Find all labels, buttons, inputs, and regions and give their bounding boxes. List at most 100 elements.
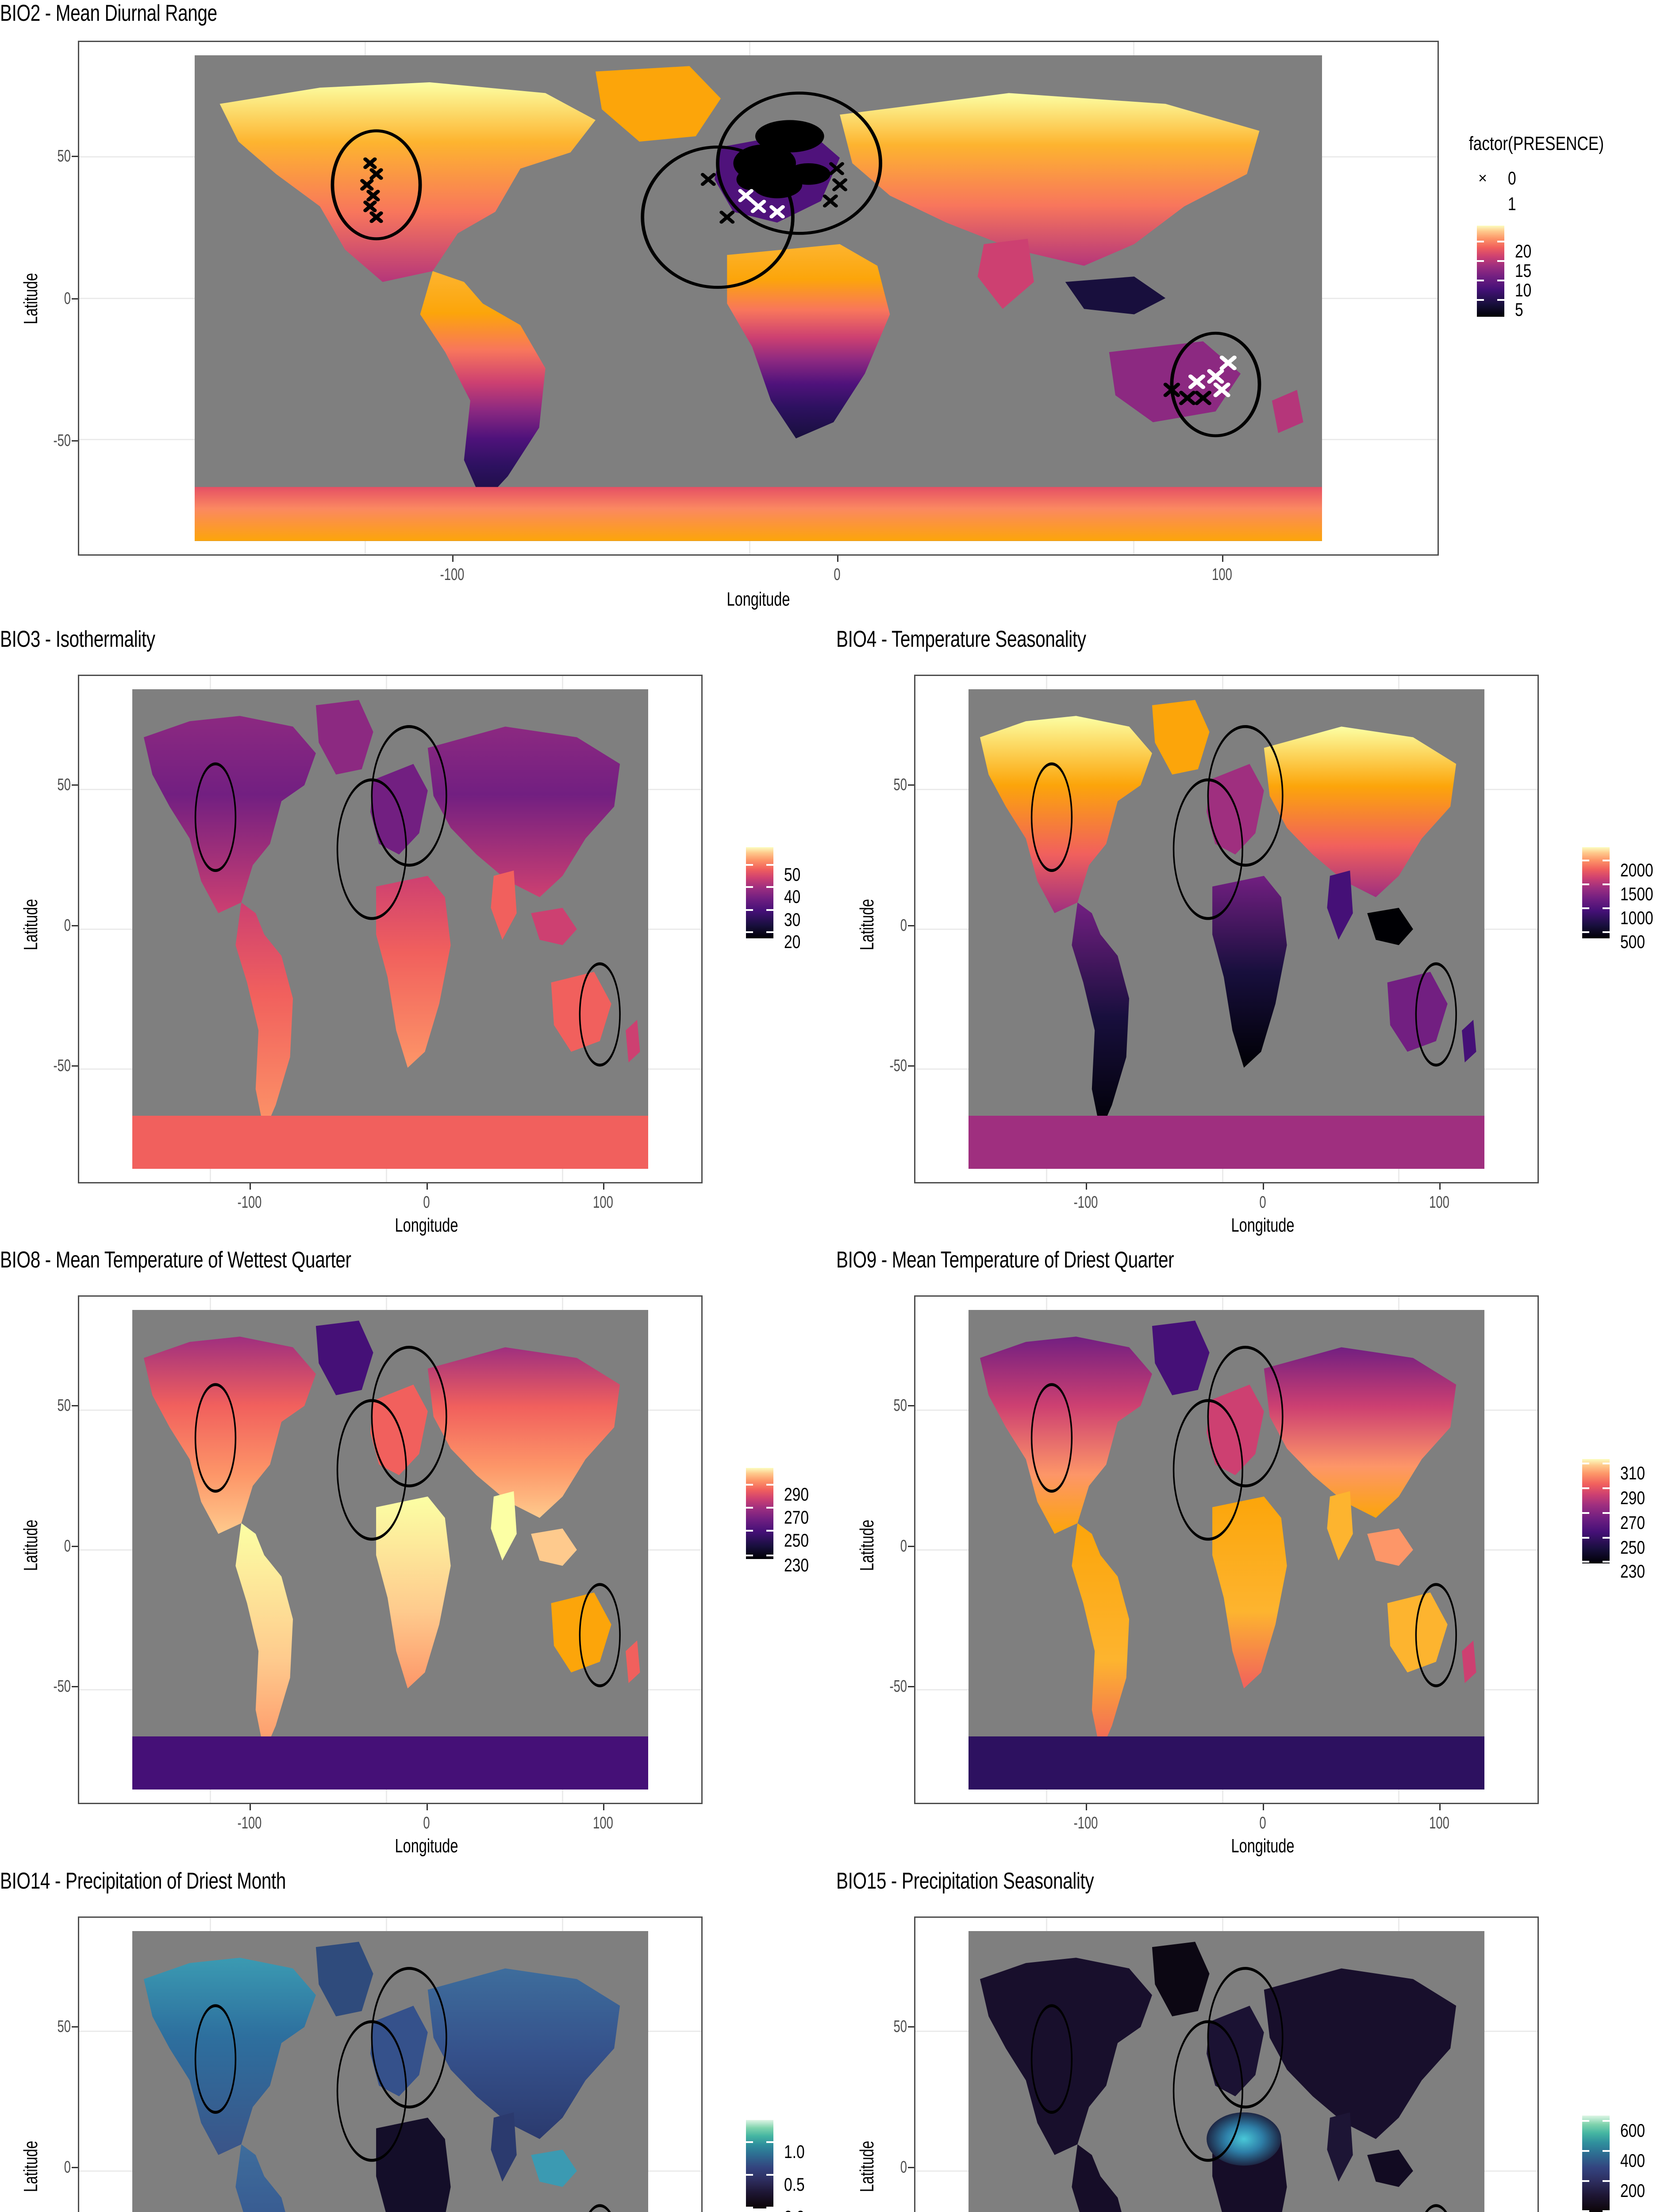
raster-map-bio3 — [132, 689, 649, 1169]
colorbar-tick — [766, 909, 773, 911]
xtick-label: 0 — [423, 1193, 430, 1212]
colorbar-gradient-bio4 — [1582, 847, 1610, 938]
ellipse-western-north-america — [331, 129, 422, 241]
colorbar-tick — [746, 1530, 753, 1532]
colorbar-gradient-bio3 — [746, 847, 773, 938]
colorbar-tick — [1603, 931, 1610, 933]
colorbar-tick — [766, 1530, 773, 1532]
ytick — [908, 1546, 914, 1547]
xtick — [1439, 1183, 1441, 1190]
colorbar-tick — [766, 1484, 773, 1486]
ellipse-southeast-australia — [1415, 962, 1457, 1067]
presence-x-icon: × — [1478, 170, 1487, 187]
colorbar-tick — [746, 886, 753, 888]
colorbar-tick — [1603, 2150, 1610, 2152]
colorbar-tick — [766, 2174, 773, 2176]
colorbar-tick — [1582, 2150, 1589, 2152]
ellipse-southeast-australia — [579, 1582, 621, 1687]
panel-bio9: BIO9 - Mean Temperature of Driest Quarte… — [836, 1247, 1672, 1866]
ellipse-southeast-australia — [1170, 331, 1261, 438]
legend-colorbar-bio4: 2000 1500 1000 500 — [1582, 847, 1671, 952]
colorbar-tick — [1603, 907, 1610, 909]
ytick-label: 50 — [57, 1396, 71, 1415]
colorbar-tick — [746, 1507, 753, 1509]
ytick-label: 50 — [57, 147, 71, 165]
y-axis-title: Latitude — [856, 2141, 878, 2192]
xtick — [250, 1804, 251, 1810]
ellipse-west-africa — [1172, 778, 1243, 920]
panel-title-bio9: BIO9 - Mean Temperature of Driest Quarte… — [836, 1247, 1174, 1273]
plot-area-bio4 — [914, 675, 1539, 1183]
ytick-label: 0 — [64, 2158, 71, 2177]
panel-bio14: BIO14 - Precipitation of Driest Month — [0, 1868, 836, 2212]
xtick-label: 100 — [593, 1193, 613, 1212]
ytick — [72, 784, 78, 786]
colorbar-label: 2000 — [1620, 860, 1653, 880]
colorbar-tick — [1582, 907, 1589, 909]
xtick — [250, 1183, 251, 1190]
colorbar-tick — [746, 2207, 753, 2208]
colorbar-tick — [746, 1555, 753, 1556]
y-axis-title: Latitude — [856, 899, 878, 950]
ytick-label: -50 — [53, 431, 71, 450]
ytick — [72, 1065, 78, 1067]
xtick — [1439, 1804, 1441, 1810]
colorbar-tick — [766, 2207, 773, 2208]
colorbar-tick — [746, 2174, 753, 2176]
ytick — [72, 2026, 78, 2028]
colorbar-tick — [746, 2141, 753, 2143]
colorbar-label: 310 — [1620, 1463, 1645, 1483]
ytick-label: 0 — [64, 916, 71, 935]
ytick-label: -50 — [53, 1056, 71, 1075]
ytick-label: 0 — [64, 1537, 71, 1555]
colorbar-gradient-bio2 — [1477, 226, 1504, 317]
ellipse-europe — [1207, 1345, 1284, 1487]
colorbar-label: 200 — [1620, 2180, 1645, 2201]
panel-title-bio8: BIO8 - Mean Temperature of Wettest Quart… — [0, 1247, 351, 1273]
colorbar-tick — [1582, 1537, 1589, 1539]
colorbar-label: 230 — [784, 1555, 809, 1575]
xtick — [1263, 1183, 1264, 1190]
panel-bio8: BIO8 - Mean Temperature of Wettest Quart… — [0, 1247, 836, 1866]
ytick — [908, 2026, 914, 2028]
ellipse-western-north-america — [194, 762, 236, 872]
colorbar-label: 0.5 — [784, 2174, 805, 2195]
ytick — [908, 784, 914, 786]
colorbar-label: 270 — [1620, 1512, 1645, 1533]
ellipse-europe — [716, 92, 882, 235]
raster-map-bio2 — [194, 55, 1322, 541]
legend-item-presence-0[interactable]: × 0 — [1469, 165, 1637, 191]
raster-map-bio14 — [132, 1931, 649, 2212]
legend-item-presence-1[interactable]: 1 — [1469, 191, 1637, 217]
ytick — [72, 1546, 78, 1547]
ellipse-europe — [371, 1345, 447, 1487]
colorbar-tick — [1603, 1537, 1610, 1539]
ellipse-southeast-australia — [588, 2204, 611, 2212]
ytick — [72, 1686, 78, 1687]
ellipse-western-north-america — [1030, 2004, 1072, 2114]
colorbar-tick — [1582, 883, 1589, 885]
ytick-label: -50 — [889, 1677, 907, 1696]
colorbar-label: 10 — [1515, 280, 1532, 300]
colorbar-label: 30 — [784, 909, 801, 930]
ytick-label: -50 — [53, 1677, 71, 1696]
colorbar-tick — [1497, 260, 1504, 262]
panel-bio4: BIO4 - Temperature Seasonality — [836, 626, 1672, 1245]
colorbar-label: 1500 — [1620, 883, 1653, 904]
x-axis-title: Longitude — [726, 588, 790, 610]
plot-area-bio8 — [78, 1295, 703, 1804]
colorbar-label: 290 — [1620, 1487, 1645, 1508]
xtick-label: 0 — [834, 565, 841, 584]
colorbar-tick — [1477, 280, 1484, 281]
ytick-label: 0 — [900, 916, 907, 935]
colorbar-label: 20 — [784, 931, 801, 952]
colorbar-tick — [766, 2141, 773, 2143]
ellipse-southeast-australia — [1415, 1582, 1457, 1687]
ytick-label: 50 — [893, 2017, 907, 2036]
ellipse-western-north-america — [194, 2004, 236, 2114]
raster-map-bio8 — [132, 1310, 649, 1790]
colorbar-gradient-bio15 — [1582, 2116, 1610, 2212]
ellipse-europe — [371, 725, 447, 867]
colorbar-gradient-bio8 — [746, 1468, 773, 1559]
